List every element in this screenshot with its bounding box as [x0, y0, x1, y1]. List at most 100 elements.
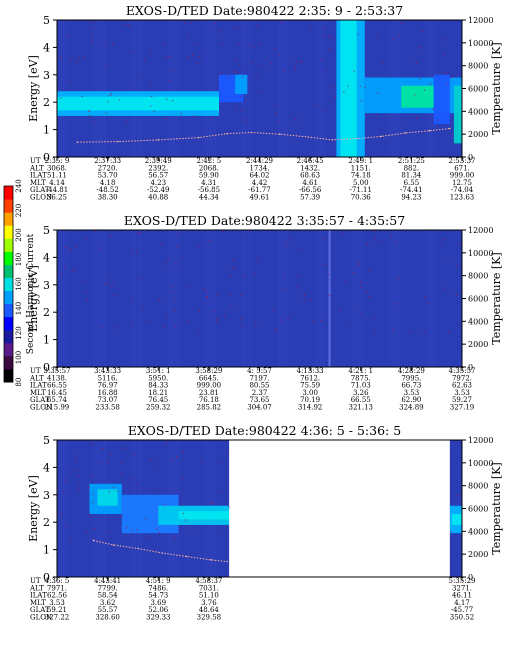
spectrogram-band	[97, 489, 118, 506]
noise-dot	[444, 238, 446, 240]
noise-dot	[298, 249, 300, 251]
orbit-row-label-glon: GLON	[30, 614, 52, 622]
noise-dot	[188, 285, 190, 287]
orbit-alt-value: 7197.	[249, 374, 269, 382]
spectrogram-noise-stripe	[318, 20, 319, 157]
noise-dot	[126, 121, 128, 123]
noise-dot	[228, 506, 230, 508]
spectrogram-background	[57, 230, 462, 367]
colorbar-tick-label: 140	[15, 302, 23, 315]
noise-dot	[341, 233, 343, 235]
noise-dot	[128, 25, 130, 27]
noise-dot	[270, 63, 272, 65]
spectrogram-noise-stripe	[131, 230, 132, 367]
noise-dot	[220, 492, 222, 494]
orbit-glon-value: 314.92	[298, 404, 323, 412]
temperature-point	[428, 130, 431, 132]
noise-dot	[172, 290, 174, 292]
noise-dot	[250, 62, 252, 64]
spectrogram-noise-stripe	[283, 230, 284, 367]
noise-dot	[375, 113, 377, 115]
spectrogram-noise-stripe	[63, 230, 64, 367]
spectrogram-band	[340, 20, 357, 157]
spectrogram-noise-stripe	[61, 440, 62, 577]
orbit-ut-value: 2:44:29	[246, 157, 273, 165]
noise-dot	[429, 83, 431, 85]
noise-dot	[199, 246, 201, 248]
noise-dot	[142, 306, 144, 308]
orbit-glon-value: 94.23	[401, 194, 421, 202]
noise-dot	[92, 476, 94, 478]
orbit-mlt-value: 12.75	[452, 179, 472, 187]
noise-dot	[397, 278, 399, 280]
noise-dot	[242, 274, 244, 276]
orbit-row-label-alt: ALT	[29, 374, 44, 382]
noise-dot	[232, 260, 234, 262]
colorbar-swatch	[4, 264, 13, 278]
noise-dot	[138, 74, 140, 76]
orbit-mlt-value: 6.55	[404, 179, 420, 187]
noise-dot	[186, 36, 188, 38]
noise-dot	[90, 27, 92, 29]
noise-dot	[150, 105, 152, 107]
noise-dot	[240, 294, 242, 296]
orbit-glon-value: 304.07	[247, 404, 272, 412]
noise-dot	[68, 81, 70, 83]
orbit-glon-value: 57.39	[300, 194, 320, 202]
spectrogram-noise-stripe	[215, 230, 216, 367]
y-right-axis-label: Temperature [K]	[490, 252, 503, 344]
noise-dot	[164, 263, 166, 265]
data-gap	[229, 440, 450, 577]
noise-dot	[241, 325, 243, 327]
orbit-glat-value: 73.07	[98, 396, 118, 404]
orbit-glat-value: 59.27	[452, 396, 472, 404]
orbit-glon-value: 328.60	[95, 614, 120, 622]
orbit-ilat-value: 66.73	[401, 382, 421, 390]
spectrogram-noise-stripe	[427, 230, 428, 367]
noise-dot	[287, 245, 289, 247]
spectrogram-noise-stripe	[141, 230, 142, 367]
noise-dot	[237, 43, 239, 45]
spectrogram-noise-stripe	[318, 230, 319, 367]
spectrogram-noise-stripe	[98, 20, 99, 157]
orbit-glon-value: 327.22	[45, 614, 70, 622]
orbit-glat-value: 65.74	[47, 396, 68, 404]
y-right-axis-label: Temperature [K]	[490, 462, 503, 554]
orbit-mlt-value: 3.69	[150, 599, 166, 607]
orbit-glat-value: -48.52	[96, 186, 118, 194]
spectrogram-noise-stripe	[174, 230, 175, 367]
spectrogram-band	[57, 96, 219, 111]
spectrogram-band	[453, 85, 462, 144]
spectrogram-noise-stripe	[104, 230, 105, 367]
noise-dot	[161, 243, 163, 245]
orbit-glat-value: 73.65	[249, 396, 269, 404]
orbit-glat-value: -61.77	[248, 186, 270, 194]
temperature-point	[76, 141, 78, 143]
noise-dot	[219, 72, 221, 74]
spectrogram-noise-stripe	[94, 20, 95, 157]
noise-dot	[277, 121, 279, 123]
noise-dot	[260, 65, 262, 67]
orbit-ilat-value: 53.70	[98, 172, 118, 180]
noise-dot	[150, 84, 152, 86]
noise-dot	[364, 87, 366, 89]
orbit-ut-value: 4:58:37	[195, 577, 222, 585]
orbit-row-label-glat: GLAT	[30, 606, 50, 614]
spectrogram-noise-stripe	[172, 20, 173, 157]
spectrogram-noise-stripe	[94, 230, 95, 367]
orbit-ut-value: 2:53:37	[449, 157, 476, 165]
orbit-glon-value: 321.13	[349, 404, 374, 412]
y-right-axis-label: Temperature [K]	[490, 42, 503, 134]
noise-dot	[150, 50, 152, 52]
noise-dot	[255, 324, 257, 326]
noise-dot	[197, 330, 199, 332]
noise-dot	[359, 85, 361, 87]
noise-dot	[455, 294, 457, 296]
noise-dot	[234, 268, 236, 270]
colorbar-frame	[3, 185, 14, 383]
noise-dot	[241, 109, 243, 111]
spectrogram-noise-stripe	[211, 20, 212, 157]
noise-dot	[424, 89, 426, 91]
spectrogram-noise-stripe	[435, 230, 436, 367]
temperature-point	[250, 131, 253, 134]
